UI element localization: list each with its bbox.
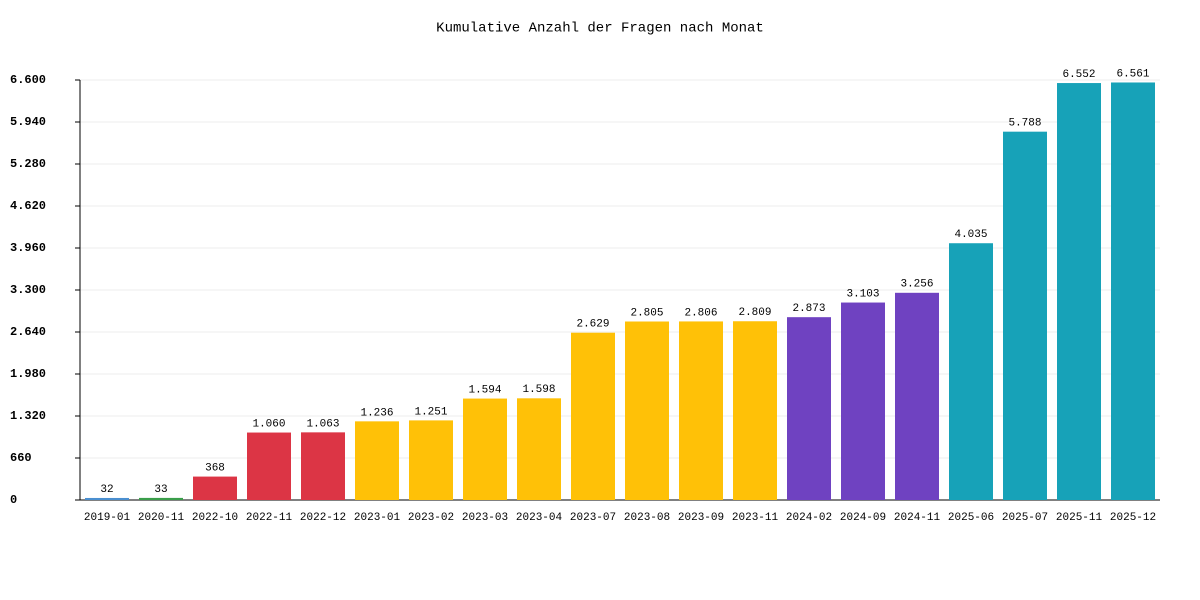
x-tick-label: 2024-11 bbox=[894, 512, 941, 524]
value-label: 2.629 bbox=[576, 319, 609, 331]
x-tick-label: 2023-09 bbox=[678, 512, 724, 524]
bar bbox=[193, 476, 237, 500]
x-tick-label: 2025-07 bbox=[1002, 512, 1048, 524]
bar bbox=[571, 332, 615, 500]
value-label: 1.251 bbox=[414, 406, 447, 418]
y-tick-label: 3.300 bbox=[10, 283, 46, 297]
x-tick-label: 2025-06 bbox=[948, 512, 994, 524]
bar bbox=[733, 321, 777, 500]
bar bbox=[139, 497, 183, 500]
y-tick-label: 1.320 bbox=[10, 409, 46, 423]
y-tick-label: 5.940 bbox=[10, 115, 46, 129]
y-tick-label: 1.980 bbox=[10, 367, 46, 381]
bar bbox=[301, 432, 345, 500]
bar bbox=[679, 321, 723, 500]
y-tick-label: 3.960 bbox=[10, 241, 46, 255]
x-tick-label: 2024-02 bbox=[786, 512, 832, 524]
bar bbox=[355, 421, 399, 500]
x-tick-label: 2020-11 bbox=[138, 512, 185, 524]
value-label: 1.598 bbox=[522, 384, 555, 396]
bar bbox=[841, 302, 885, 500]
bar bbox=[85, 497, 129, 500]
y-tick-label: 5.280 bbox=[10, 157, 46, 171]
bar bbox=[787, 317, 831, 500]
value-label: 2.873 bbox=[792, 303, 825, 315]
value-label: 6.561 bbox=[1116, 68, 1149, 80]
x-tick-label: 2022-10 bbox=[192, 512, 238, 524]
x-tick-label: 2023-04 bbox=[516, 512, 563, 524]
x-tick-label: 2019-01 bbox=[84, 512, 131, 524]
value-label: 2.805 bbox=[630, 307, 663, 319]
value-label: 6.552 bbox=[1062, 69, 1095, 81]
bar bbox=[517, 398, 561, 500]
bar bbox=[1057, 83, 1101, 501]
bar bbox=[625, 321, 669, 500]
x-tick-label: 2023-11 bbox=[732, 512, 779, 524]
bar bbox=[463, 398, 507, 500]
x-tick-label: 2025-12 bbox=[1110, 512, 1156, 524]
x-tick-label: 2022-12 bbox=[300, 512, 346, 524]
value-label: 2.809 bbox=[738, 307, 771, 319]
x-tick-label: 2025-11 bbox=[1056, 512, 1103, 524]
value-label: 4.035 bbox=[954, 229, 987, 241]
value-label: 3.103 bbox=[846, 288, 879, 300]
x-tick-label: 2023-07 bbox=[570, 512, 616, 524]
y-tick-label: 4.620 bbox=[10, 199, 46, 213]
value-label: 5.788 bbox=[1008, 118, 1041, 130]
y-tick-label: 0 bbox=[10, 493, 17, 507]
value-label: 1.236 bbox=[360, 407, 393, 419]
x-tick-label: 2023-03 bbox=[462, 512, 508, 524]
value-label: 1.060 bbox=[252, 418, 285, 430]
bar bbox=[1111, 82, 1155, 501]
y-tick-label: 6.600 bbox=[10, 73, 46, 87]
x-tick-label: 2023-01 bbox=[354, 512, 401, 524]
y-tick-label: 2.640 bbox=[10, 325, 46, 339]
x-tick-label: 2022-11 bbox=[246, 512, 293, 524]
chart-title: Kumulative Anzahl der Fragen nach Monat bbox=[436, 21, 764, 37]
value-label: 33 bbox=[154, 484, 167, 496]
value-label: 1.063 bbox=[306, 418, 339, 430]
value-label: 2.806 bbox=[684, 307, 717, 319]
value-label: 1.594 bbox=[468, 384, 501, 396]
x-tick-label: 2023-08 bbox=[624, 512, 670, 524]
value-label: 32 bbox=[100, 484, 113, 496]
x-tick-label: 2023-02 bbox=[408, 512, 454, 524]
bar bbox=[949, 243, 993, 500]
bar bbox=[247, 432, 291, 500]
value-label: 368 bbox=[205, 462, 225, 474]
value-label: 3.256 bbox=[900, 279, 933, 291]
y-tick-label: 660 bbox=[10, 451, 32, 465]
x-tick-label: 2024-09 bbox=[840, 512, 886, 524]
bar bbox=[895, 292, 939, 500]
bar bbox=[1003, 131, 1047, 500]
bar bbox=[409, 420, 453, 500]
